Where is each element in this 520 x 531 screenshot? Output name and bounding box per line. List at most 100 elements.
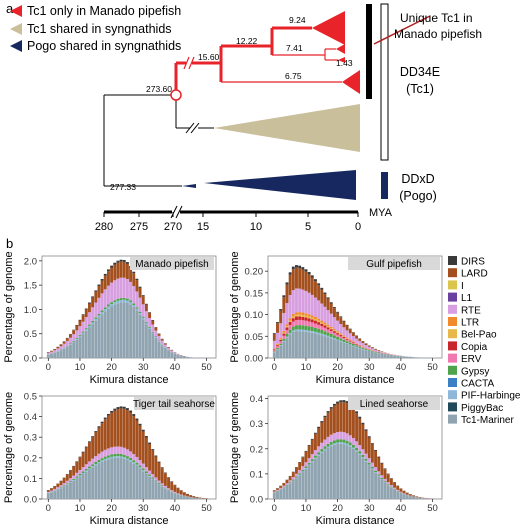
node-label-675: 6.75 bbox=[285, 71, 302, 81]
bar-rte-20 bbox=[336, 320, 340, 332]
bar-rte-18 bbox=[329, 434, 333, 442]
bar-dirs-17 bbox=[326, 411, 330, 413]
bar-rte-12 bbox=[84, 317, 88, 329]
y-tick-label: 0.5 bbox=[24, 392, 37, 403]
legend-label-cacta: CACTA bbox=[461, 379, 494, 390]
bar-rte-30 bbox=[367, 458, 371, 463]
bar-pif-harbinger-26 bbox=[355, 346, 359, 348]
y-tick-label: 0.3 bbox=[250, 419, 263, 430]
bar-tc1-mariner-6 bbox=[291, 481, 295, 499]
bar-gypsy-10 bbox=[78, 334, 82, 336]
bar-pif-harbinger-17 bbox=[326, 446, 330, 448]
bar-dirs-35 bbox=[383, 468, 387, 470]
legend-swatch-erv bbox=[448, 353, 457, 363]
bar-pif-harbinger-34 bbox=[380, 478, 384, 480]
bar-gypsy-17 bbox=[100, 310, 104, 313]
bar-tc1-mariner-13 bbox=[87, 327, 91, 358]
bar-dirs-26 bbox=[355, 411, 359, 414]
bar-pif-harbinger-27 bbox=[358, 453, 362, 455]
bar-rte-1 bbox=[50, 490, 53, 492]
bar-lard-23 bbox=[119, 261, 123, 278]
bar-tc1-mariner-11 bbox=[307, 332, 311, 358]
bar-tc1-mariner-9 bbox=[301, 331, 305, 358]
bar-gypsy-18 bbox=[103, 456, 107, 459]
bar-copia-6 bbox=[291, 318, 295, 322]
break-mark-2 bbox=[190, 122, 200, 134]
bar-gypsy-4 bbox=[285, 484, 289, 486]
bar-rte-12 bbox=[310, 454, 314, 460]
bar-gypsy-35 bbox=[157, 483, 161, 484]
bar-erv-28 bbox=[361, 347, 365, 348]
bar-tc1-mariner-22 bbox=[342, 342, 346, 358]
bar-lard-30 bbox=[141, 296, 145, 305]
bar-tc1-mariner-19 bbox=[106, 308, 110, 358]
bar-erv-10 bbox=[304, 320, 308, 326]
legend-a: Tc1 only in Manado pipefish Tc1 shared i… bbox=[10, 4, 181, 53]
bar-gypsy-22 bbox=[116, 298, 120, 301]
bar-lard-22 bbox=[116, 262, 120, 279]
bar-dirs-16 bbox=[323, 415, 327, 418]
bar-rte-7 bbox=[295, 473, 298, 477]
bar-pif-harbinger-28 bbox=[135, 464, 139, 467]
y-tick-label: 0.5 bbox=[24, 329, 37, 340]
bar-dirs-12 bbox=[84, 308, 88, 310]
bar-dirs-15 bbox=[94, 290, 98, 292]
panel-label-a: a bbox=[6, 1, 14, 16]
bar-pif-harbinger-13 bbox=[87, 468, 91, 470]
bar-tc1-mariner-25 bbox=[125, 302, 129, 358]
bar-dirs-15 bbox=[320, 287, 324, 290]
bar-gypsy-25 bbox=[351, 343, 355, 346]
x-axis-label: Kimura distance bbox=[316, 515, 395, 527]
x-tick-label: 0 bbox=[272, 503, 277, 514]
bar-dirs-17 bbox=[326, 297, 330, 299]
bar-tc1-mariner-0 bbox=[272, 352, 276, 358]
bar-tc1-mariner-38 bbox=[393, 355, 397, 358]
bar-dirs-30 bbox=[141, 429, 145, 432]
bar-tc1-mariner-16 bbox=[97, 463, 101, 499]
bar-dirs-29 bbox=[138, 286, 142, 288]
bar-tc1-mariner-25 bbox=[351, 448, 355, 499]
bar-gypsy-1 bbox=[276, 347, 279, 349]
bar-tc1-mariner-26 bbox=[129, 461, 133, 499]
bar-rte-25 bbox=[125, 449, 129, 457]
bar-dirs-9 bbox=[301, 456, 305, 458]
unique-tc1-pointer bbox=[373, 15, 431, 45]
bar-tc1-mariner-17 bbox=[326, 337, 330, 358]
x-axis-label: Kimura distance bbox=[90, 374, 169, 386]
bar-dirs-23 bbox=[345, 324, 349, 326]
bar-rte-22 bbox=[116, 278, 120, 299]
bar-gypsy-9 bbox=[75, 476, 79, 478]
bar-lard-13 bbox=[87, 442, 91, 462]
bar-lard-14 bbox=[91, 437, 95, 459]
bar-tc1-mariner-22 bbox=[116, 457, 120, 499]
y-tick-label: 0.10 bbox=[245, 310, 264, 321]
bar-pif-harbinger-25 bbox=[125, 458, 129, 461]
bar-lard-26 bbox=[355, 413, 359, 442]
bar-dirs-31 bbox=[370, 443, 374, 445]
bar-lard-6 bbox=[65, 338, 69, 341]
bar-rte-27 bbox=[132, 453, 136, 461]
bar-tc1-mariner-41 bbox=[402, 494, 406, 499]
bar-tc1-mariner-2 bbox=[53, 491, 57, 499]
bar-rte-32 bbox=[148, 470, 152, 475]
bar-rte-10 bbox=[78, 326, 82, 335]
x-tick-label: 20 bbox=[332, 503, 343, 514]
bar-dirs-23 bbox=[119, 259, 123, 262]
bar-lard-8 bbox=[72, 466, 76, 476]
bar-lard-10 bbox=[78, 457, 82, 471]
y-axis-label: Percentage of genome bbox=[3, 392, 15, 503]
bar-lard-28 bbox=[361, 424, 365, 450]
legend-swatch-i bbox=[448, 280, 457, 290]
y-tick-label: 0.2 bbox=[24, 453, 37, 464]
bar-erv-0 bbox=[272, 350, 276, 352]
bar-dirs-21 bbox=[339, 400, 343, 403]
bar-dirs-36 bbox=[386, 473, 390, 475]
bar-dirs-21 bbox=[113, 408, 117, 411]
bar-dirs-27 bbox=[358, 416, 362, 419]
bar-tc1-mariner-16 bbox=[323, 450, 327, 499]
bar-tc1-mariner-10 bbox=[304, 331, 308, 358]
legend-label-dirs: DIRS bbox=[461, 257, 485, 268]
bar-dirs-30 bbox=[367, 436, 371, 438]
bar-rte-32 bbox=[374, 467, 378, 471]
bar-copia-26 bbox=[355, 343, 359, 345]
